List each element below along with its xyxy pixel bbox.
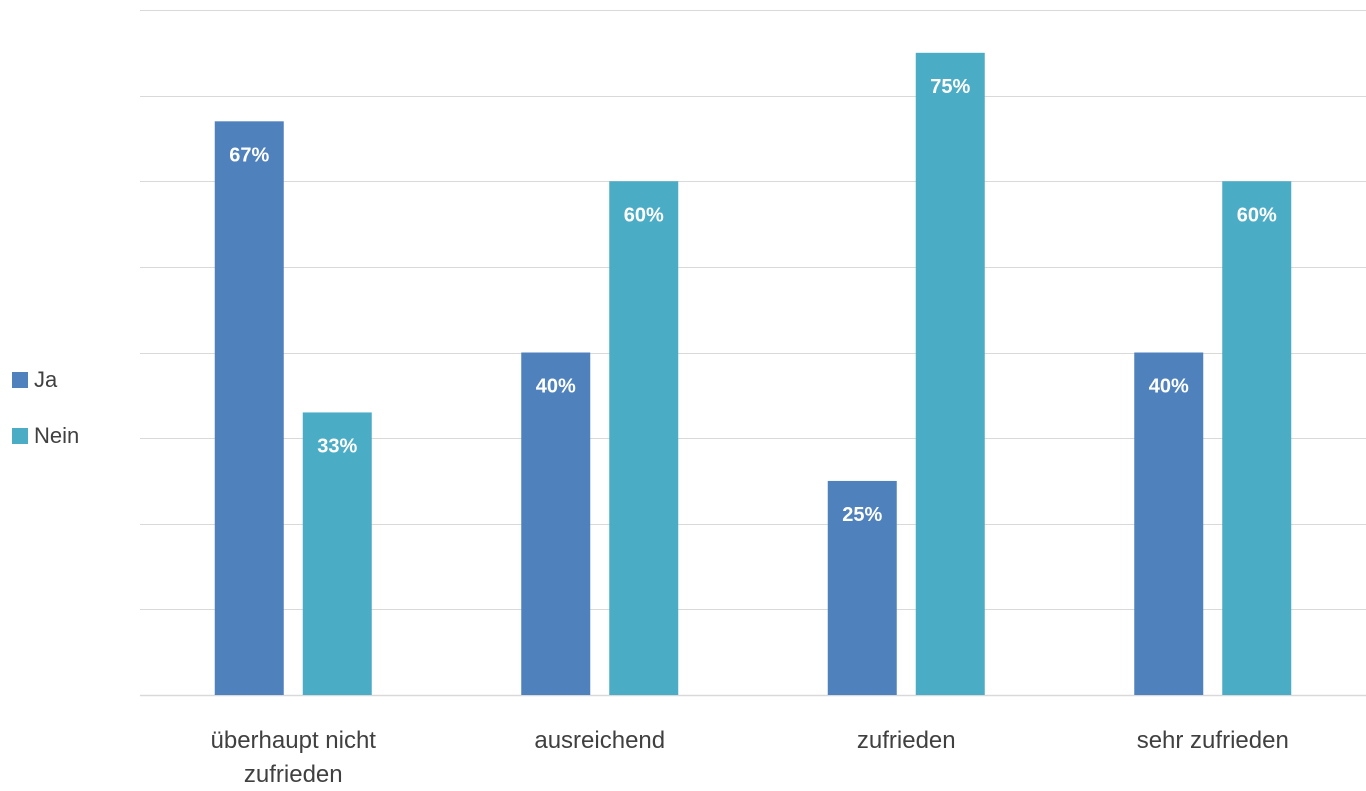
data-label-ja-3: 25% — [842, 504, 882, 526]
data-label-nein-4: 60% — [1237, 204, 1277, 226]
data-label-ja-2: 40% — [536, 376, 576, 398]
legend: Ja Nein — [12, 352, 79, 464]
bar-nein-1 — [302, 412, 372, 695]
bar-ja-4 — [1134, 352, 1204, 695]
legend-item-ja: Ja — [12, 352, 79, 408]
bar-nein-2 — [609, 181, 679, 695]
legend-item-nein: Nein — [12, 408, 79, 464]
legend-label-nein: Nein — [34, 423, 80, 448]
category-label-1: überhaupt nicht — [211, 727, 377, 754]
legend-label-ja: Ja — [34, 367, 58, 392]
category-label-2: ausreichend — [534, 727, 665, 754]
bar-nein-4 — [1222, 181, 1292, 695]
bar-ja-1 — [214, 121, 284, 695]
category-label-3: zufrieden — [857, 727, 956, 754]
data-label-nein-2: 60% — [624, 204, 664, 226]
bar-ja-2 — [521, 352, 591, 695]
data-label-nein-3: 75% — [930, 76, 970, 98]
legend-swatch-nein — [12, 428, 28, 444]
data-label-ja-4: 40% — [1149, 376, 1189, 398]
bar-ja-3 — [827, 480, 897, 695]
category-label-4: sehr zufrieden — [1137, 727, 1289, 754]
data-label-ja-1: 67% — [229, 144, 269, 166]
bar-nein-3 — [915, 52, 985, 695]
legend-swatch-ja — [12, 372, 28, 388]
category-label-1: zufrieden — [244, 761, 343, 788]
data-label-nein-1: 33% — [317, 435, 357, 457]
